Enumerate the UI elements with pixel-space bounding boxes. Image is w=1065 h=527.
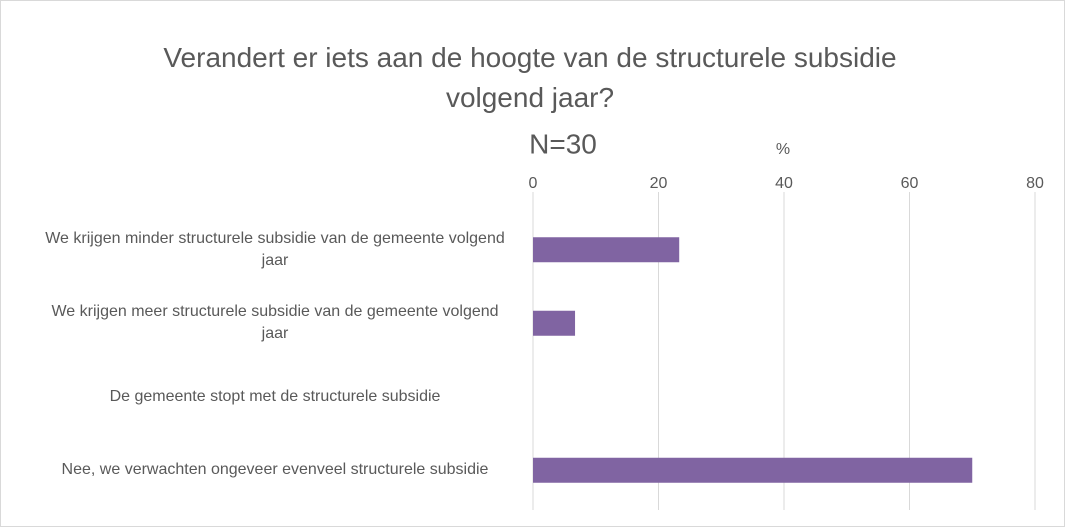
y-tick-label: We krijgen minder structurele subsidie v… — [45, 229, 505, 269]
x-tick-label: 60 — [901, 175, 919, 192]
x-tick-label: 80 — [1026, 175, 1044, 192]
x-tick-label: 40 — [775, 175, 793, 192]
y-tick-label: We krijgen meer structurele subsidie van… — [51, 303, 499, 343]
chart-subtitle: N=30 — [529, 128, 597, 159]
bar — [533, 457, 973, 483]
x-tick-label: 20 — [650, 175, 668, 192]
x-axis-label: % — [776, 141, 790, 158]
bar — [533, 310, 576, 336]
bar — [533, 237, 680, 263]
x-tick-label: 0 — [529, 175, 538, 192]
chart-title: Verandert er iets aan de hoogte van de s… — [163, 42, 897, 113]
y-tick-label: De gemeente stopt met de structurele sub… — [109, 387, 441, 405]
y-tick-label: Nee, we verwachten ongeveer evenveel str… — [61, 461, 489, 479]
